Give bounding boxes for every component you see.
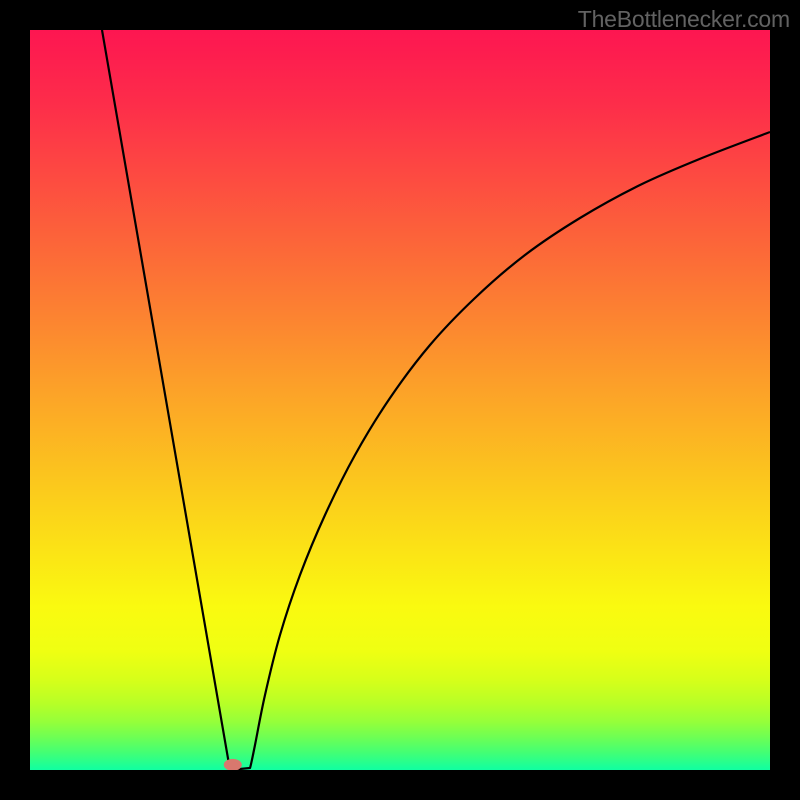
curve-layer bbox=[30, 30, 770, 770]
chart-container: TheBottlenecker.com bbox=[0, 0, 800, 800]
watermark-text: TheBottlenecker.com bbox=[578, 6, 790, 33]
bottleneck-curve bbox=[102, 30, 770, 770]
plot-area bbox=[30, 30, 770, 770]
optimal-point-marker bbox=[224, 759, 242, 770]
